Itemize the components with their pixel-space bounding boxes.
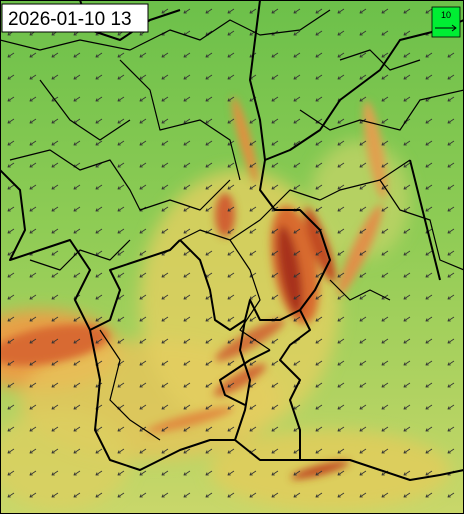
timestamp-box [1, 3, 149, 33]
region-borders [1, 9, 463, 441]
legend-label: 10 [441, 10, 451, 20]
timestamp: 2026-01-10 13 [8, 9, 132, 30]
legend-arrow [435, 24, 457, 32]
legend-box [431, 6, 461, 38]
